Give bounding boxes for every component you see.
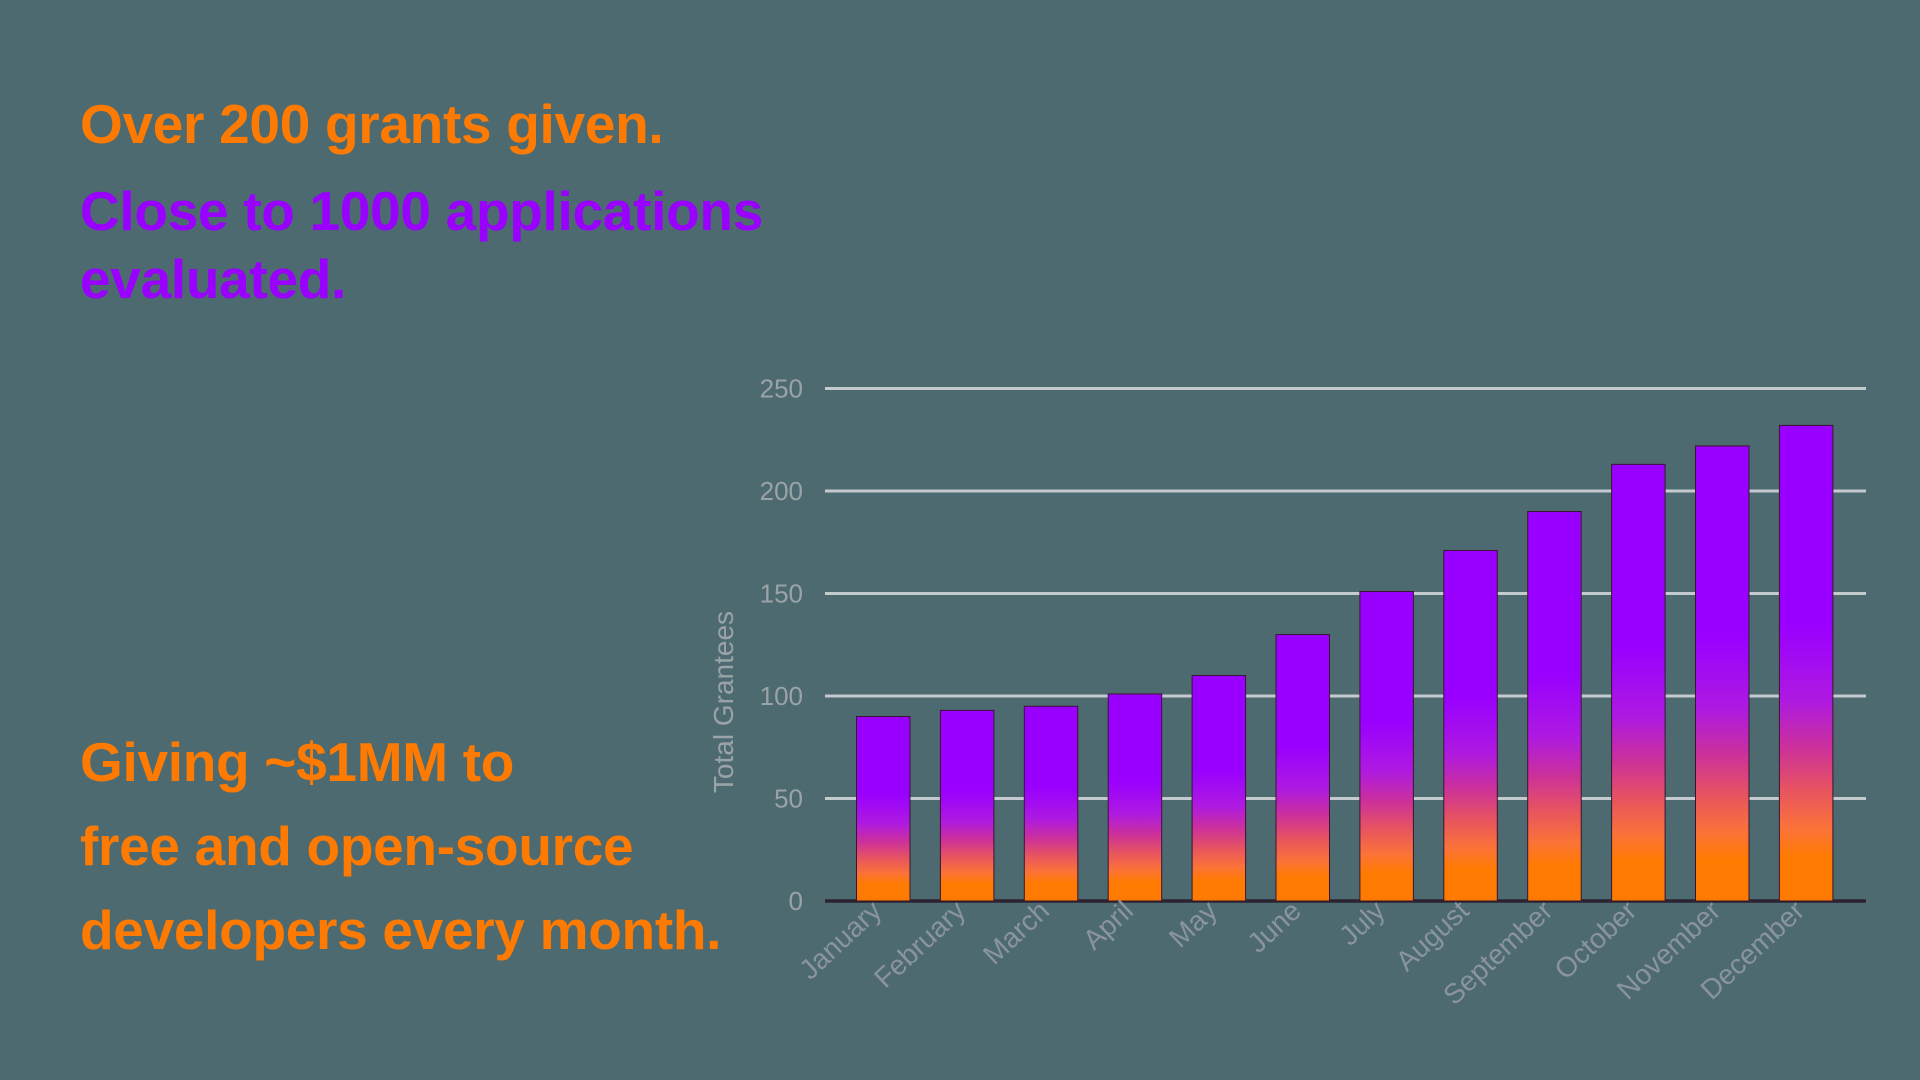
svg-text:250: 250	[760, 374, 803, 404]
svg-text:April: April	[1077, 895, 1139, 956]
svg-text:May: May	[1163, 895, 1223, 954]
svg-text:200: 200	[760, 476, 803, 506]
svg-text:Total Grantees: Total Grantees	[708, 611, 739, 793]
svg-text:150: 150	[760, 579, 803, 609]
svg-text:100: 100	[760, 681, 803, 711]
svg-text:June: June	[1241, 895, 1307, 959]
svg-text:February: February	[868, 895, 971, 994]
svg-text:0: 0	[789, 886, 803, 916]
svg-text:50: 50	[774, 784, 803, 814]
svg-text:March: March	[977, 895, 1055, 971]
svg-text:July: July	[1333, 895, 1391, 952]
